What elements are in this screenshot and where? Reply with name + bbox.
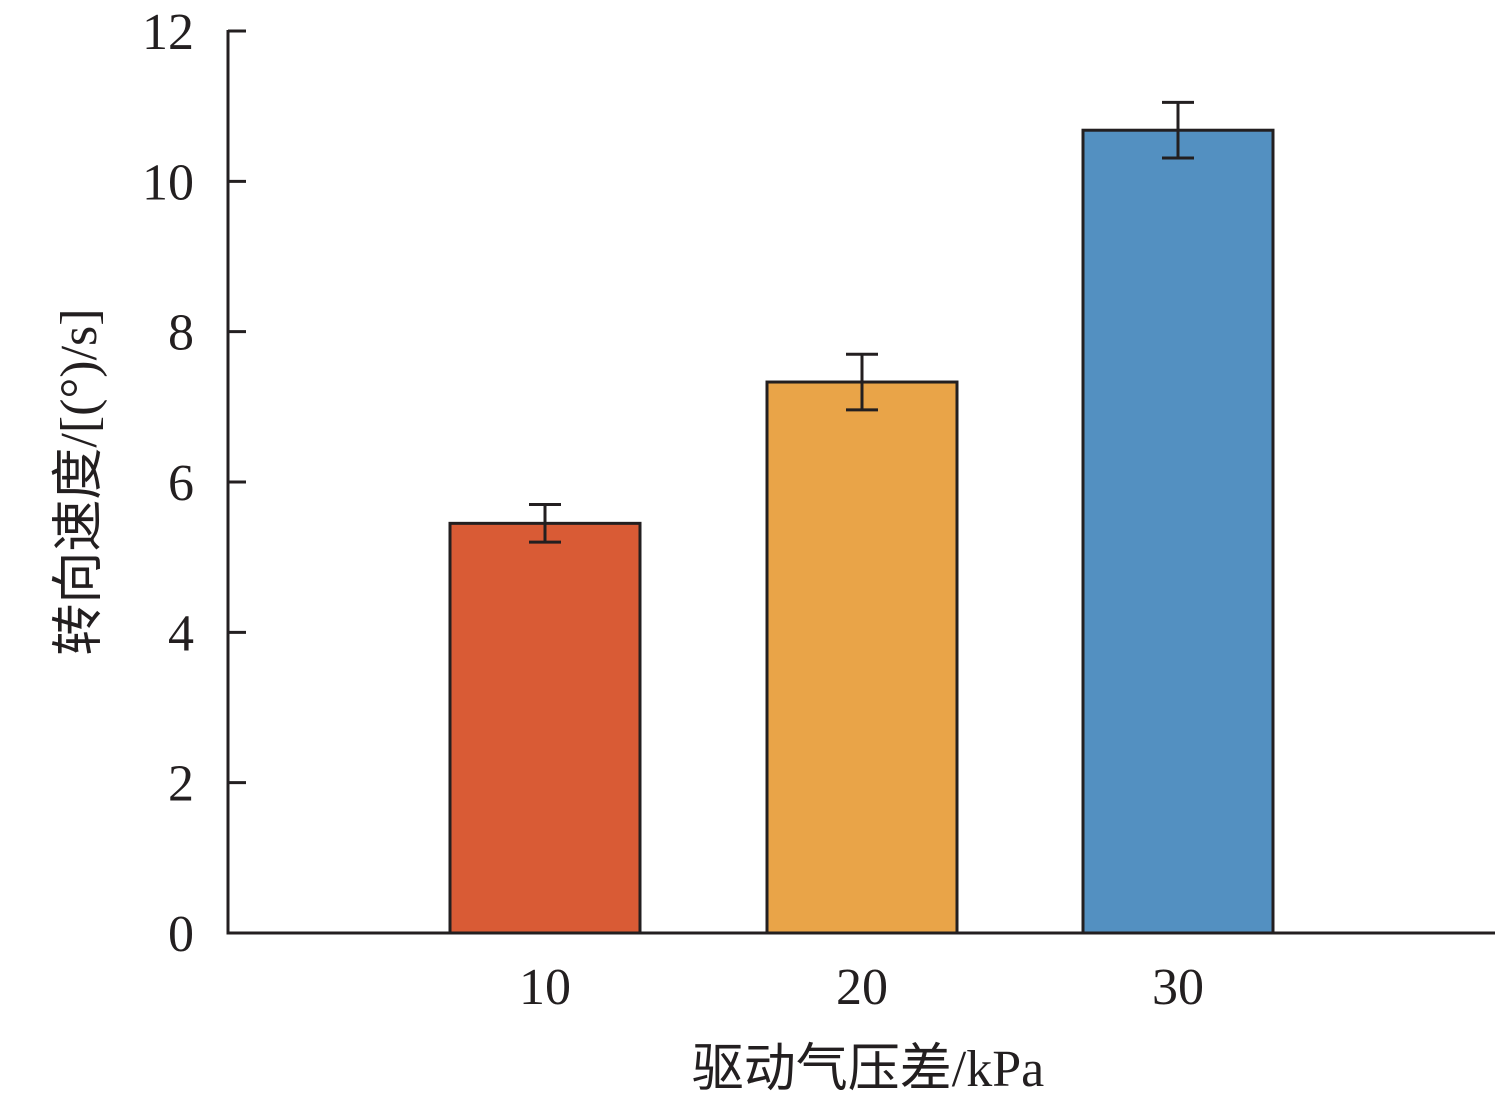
y-tick-label: 12 (142, 4, 194, 61)
error-bar-30 (1162, 100, 1194, 160)
y-tick-label: 6 (168, 455, 194, 512)
y-tick-label: 8 (168, 305, 194, 362)
error-bars-layer (529, 100, 1194, 544)
error-bar-10 (529, 503, 561, 544)
y-axis-title: 转向速度/[(°)/s] (51, 308, 108, 655)
y-tick-label: 10 (142, 154, 194, 211)
x-tick-label: 10 (519, 959, 571, 1016)
x-tick-label: 20 (836, 959, 888, 1016)
y-tick-label: 4 (168, 605, 194, 662)
x-ticks-layer: 10 20 30 (519, 959, 1204, 1016)
y-tick-label: 0 (168, 906, 194, 963)
y-tick-label: 2 (168, 756, 194, 813)
x-tick-label: 30 (1152, 959, 1204, 1016)
bar-10 (448, 521, 642, 935)
y-ticks-layer: 0 2 4 6 8 10 12 (142, 4, 246, 963)
x-axis-title: 驱动气压差/kPa (692, 1041, 1044, 1098)
bar-30 (1081, 128, 1275, 935)
error-bar-20 (846, 352, 878, 412)
bar-20 (765, 380, 959, 935)
bars-layer (448, 128, 1275, 935)
